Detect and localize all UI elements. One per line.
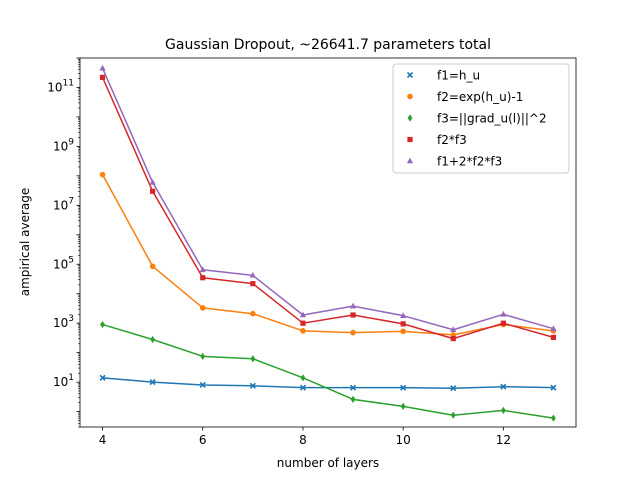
legend-label-2: f2=exp(h_u)-1 bbox=[437, 90, 523, 104]
series-5-point-9 bbox=[349, 302, 357, 309]
series-1-point-6 bbox=[199, 381, 206, 389]
series-5-point-5 bbox=[149, 179, 156, 185]
plot-frame bbox=[79, 57, 577, 428]
y-tick-label-7: 107 bbox=[53, 196, 74, 212]
x-tick-label-6: 6 bbox=[199, 433, 207, 447]
series-5 bbox=[99, 64, 557, 333]
chart-title: Gaussian Dropout, ~26641.7 parameters to… bbox=[165, 37, 491, 53]
series-2-point-9 bbox=[350, 329, 356, 336]
legend-label-1: f1=h_u bbox=[437, 69, 480, 83]
series-1-point-4 bbox=[99, 374, 106, 381]
series-2-point-8 bbox=[300, 328, 306, 334]
series-3-point-9 bbox=[350, 395, 356, 403]
y-tick-label-9: 109 bbox=[53, 137, 74, 153]
series-4-point-5 bbox=[150, 188, 156, 194]
x-tick-label-10: 10 bbox=[396, 433, 411, 447]
axes-layer: 4 6 8 10 12 101 103 105 107 109 1011 bbox=[47, 57, 577, 447]
series-1 bbox=[99, 374, 557, 392]
series-2-point-10 bbox=[400, 328, 406, 335]
series-2-point-6 bbox=[199, 305, 206, 311]
series-3-point-6 bbox=[200, 352, 206, 360]
series-3-line bbox=[102, 323, 554, 419]
series-3-point-10 bbox=[400, 402, 406, 411]
series-5-point-13 bbox=[550, 325, 557, 332]
legend-marker-4 bbox=[407, 136, 413, 143]
series-4 bbox=[99, 74, 557, 342]
series-5-point-8 bbox=[299, 311, 307, 318]
x-tick-label-8: 8 bbox=[299, 433, 307, 447]
series-5-point-11 bbox=[450, 326, 457, 333]
series-4-point-10 bbox=[400, 321, 406, 327]
series-5-point-7 bbox=[249, 271, 256, 278]
legend-label-5: f1+2*f2*f3 bbox=[437, 155, 502, 169]
series-1-line bbox=[102, 377, 554, 389]
series-2-point-4 bbox=[99, 171, 106, 178]
legend: f1=h_u f2=exp(h_u)-1 f3=||grad_u(l)||^2 f2*… bbox=[392, 63, 570, 174]
legend-marker-2 bbox=[407, 93, 413, 100]
legend-marker-5 bbox=[406, 157, 414, 164]
series-1-point-13 bbox=[550, 384, 557, 391]
series-5-point-6 bbox=[199, 266, 206, 273]
series-5-point-12 bbox=[500, 310, 507, 317]
series-1-point-12 bbox=[500, 383, 507, 390]
series-3-point-4 bbox=[100, 320, 105, 329]
series-3-point-12 bbox=[500, 406, 506, 414]
series-3 bbox=[100, 320, 556, 422]
series-layer bbox=[99, 64, 557, 422]
series-2-line bbox=[101, 174, 554, 336]
series-1-point-5 bbox=[149, 379, 156, 386]
series-3-point-5 bbox=[150, 335, 156, 344]
series-2-point-5 bbox=[149, 263, 156, 270]
series-4-point-8 bbox=[300, 320, 306, 326]
legend-marker-1 bbox=[406, 71, 414, 79]
x-tick-label-12: 12 bbox=[496, 433, 511, 447]
series-4-point-4 bbox=[99, 74, 106, 80]
y-axis-label: ampirical average bbox=[18, 188, 32, 297]
series-3-point-13 bbox=[551, 414, 556, 422]
series-4-point-9 bbox=[350, 312, 356, 318]
series-3-point-11 bbox=[450, 411, 456, 419]
series-4-point-11 bbox=[450, 336, 456, 342]
y-tick-label-1: 101 bbox=[53, 373, 74, 389]
series-1-point-8 bbox=[299, 384, 307, 391]
legend-box bbox=[392, 63, 570, 174]
legend-label-4: f2*f3 bbox=[437, 133, 467, 147]
series-3-point-8 bbox=[300, 374, 306, 382]
series-1-point-10 bbox=[400, 384, 407, 391]
series-3-point-7 bbox=[250, 355, 256, 363]
y-tick-label-5: 105 bbox=[53, 255, 74, 271]
series-4-point-13 bbox=[550, 334, 557, 340]
series-1-point-9 bbox=[349, 384, 357, 391]
series-5-point-10 bbox=[400, 312, 407, 318]
x-axis-label: number of layers bbox=[277, 456, 379, 470]
series-1-point-7 bbox=[249, 382, 256, 389]
legend-label-3: f3=||grad_u(l)||^2 bbox=[437, 112, 547, 126]
series-1-point-11 bbox=[450, 385, 457, 392]
series-5-line bbox=[101, 67, 554, 331]
series-5-point-4 bbox=[99, 64, 106, 71]
series-4-point-12 bbox=[500, 320, 506, 326]
y-tick-label-11: 1011 bbox=[47, 78, 74, 94]
legend-marker-3 bbox=[407, 114, 413, 122]
series-4-point-7 bbox=[250, 281, 256, 287]
series-4-point-6 bbox=[200, 275, 206, 281]
y-tick-label-3: 103 bbox=[53, 314, 74, 330]
series-4-line bbox=[101, 77, 554, 340]
x-tick-label-4: 4 bbox=[99, 433, 107, 447]
series-2-point-7 bbox=[250, 310, 256, 317]
